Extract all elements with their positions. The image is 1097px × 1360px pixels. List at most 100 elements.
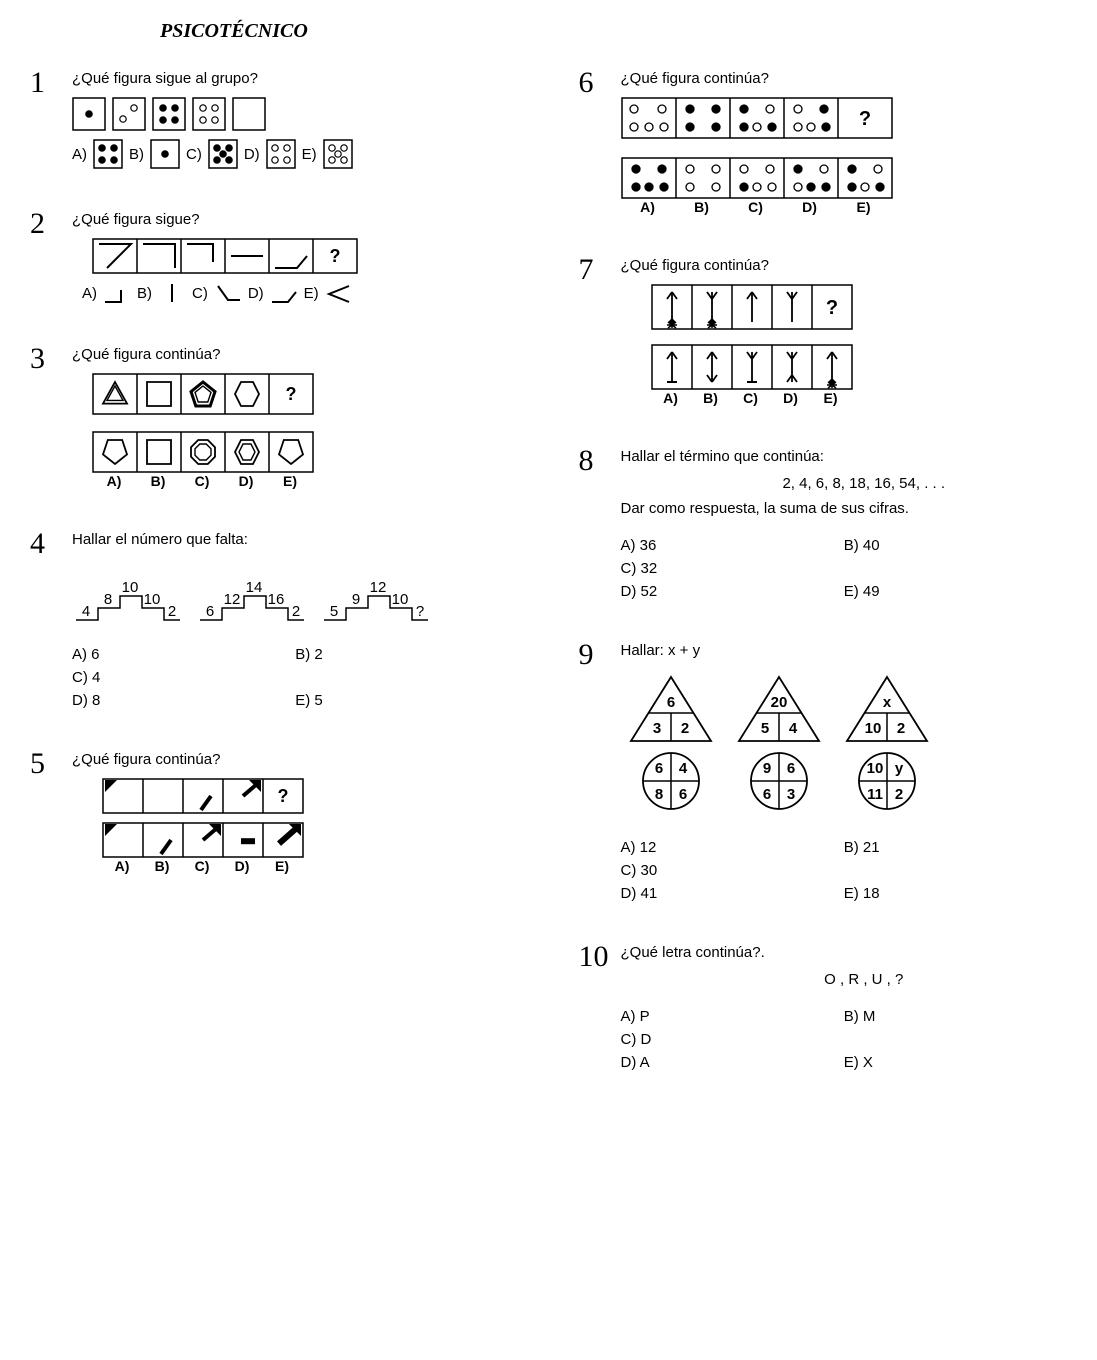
question-body: ¿Qué figura sigue al grupo?A)B)C)D)E) <box>72 68 519 169</box>
option: C) 4 <box>72 669 295 686</box>
left-column: 1¿Qué figura sigue al grupo?A)B)C)D)E)2¿… <box>30 68 519 1111</box>
svg-text:?: ? <box>330 246 341 266</box>
svg-text:11: 11 <box>867 786 883 803</box>
svg-text:9: 9 <box>352 591 360 608</box>
question-body: Hallar el término que continúa: 2, 4, 6, … <box>621 446 1068 600</box>
question-number: 4 <box>30 529 58 709</box>
ladder: 591210? <box>320 562 430 626</box>
question-body: Hallar: x + y632648620549663x10210y112A)… <box>621 640 1068 902</box>
tri-circle-row: 632648620549663x10210y112 <box>621 669 1068 819</box>
svg-text:x: x <box>882 694 891 711</box>
option <box>844 862 1067 879</box>
text-options: A) 6B) 2C) 4D) 8E) 5 <box>72 646 519 709</box>
svg-text:10: 10 <box>866 760 883 777</box>
question-number: 10 <box>579 942 607 1071</box>
question-body: Hallar el número que falta:4810102612141… <box>72 529 519 709</box>
answer-glyph <box>325 282 353 304</box>
right-column: 6¿Qué figura continúa??A)B)C)D)E)7¿Qué f… <box>579 68 1068 1111</box>
option: D) 52 <box>621 583 844 600</box>
question-body: ¿Qué figura continúa??A)B)C)D)E) <box>621 68 1068 215</box>
answer-glyph <box>214 282 242 304</box>
svg-text:6: 6 <box>762 786 770 803</box>
question-body: ¿Qué figura continúa?? A)B)C)D)E) <box>72 749 519 874</box>
question-prompt: ¿Qué letra continúa?. <box>621 944 1068 961</box>
question-prompt: Hallar el término que continúa: <box>621 448 1068 465</box>
option: A) 6 <box>72 646 295 663</box>
option <box>844 1031 1067 1048</box>
option-label: A) <box>72 146 87 163</box>
text-options: A) 12B) 21C) 30D) 41E) 18 <box>621 839 1068 902</box>
answer-block: A)B)C)D)E) <box>92 431 519 489</box>
option-label: A) <box>82 285 97 302</box>
option-label: B) <box>675 199 729 215</box>
answer-box <box>266 139 296 169</box>
question-number: 2 <box>30 209 58 304</box>
svg-text:3: 3 <box>786 786 794 803</box>
option-label: C) <box>729 199 783 215</box>
answer-labels: A)B)C)D)E) <box>92 473 519 489</box>
option: E) X <box>844 1054 1067 1071</box>
svg-text:2: 2 <box>894 786 902 803</box>
ladders-row: 481010261214162591210? <box>72 562 519 626</box>
option: B) 40 <box>844 537 1067 554</box>
option-label: C) <box>192 285 208 302</box>
option: A) 36 <box>621 537 844 554</box>
answer-box <box>208 139 238 169</box>
sequence-box <box>72 97 106 131</box>
ladder: 4810102 <box>72 562 182 626</box>
question-2: 2¿Qué figura sigue??A)B)C)D)E) <box>30 209 519 304</box>
svg-text:?: ? <box>286 384 297 404</box>
svg-text:20: 20 <box>770 694 787 711</box>
svg-text:9: 9 <box>762 760 770 777</box>
question-number: 6 <box>579 68 607 215</box>
option: A) P <box>621 1008 844 1025</box>
answer-box <box>93 139 123 169</box>
option-label: E) <box>302 146 317 163</box>
svg-text:12: 12 <box>224 591 241 608</box>
option: E) 49 <box>844 583 1067 600</box>
svg-text:10: 10 <box>144 591 161 608</box>
question-body: ¿Qué figura continúa?? A)B)C)D)E) <box>72 344 519 489</box>
svg-text:3: 3 <box>652 720 660 737</box>
option: A) 12 <box>621 839 844 856</box>
text-options: A) 36B) 40C) 32 D) 52E) 49 <box>621 537 1068 600</box>
question-number: 5 <box>30 749 58 874</box>
option: C) 32 <box>621 560 844 577</box>
question-number: 8 <box>579 446 607 600</box>
option-label: D) <box>771 390 811 406</box>
question-prompt: ¿Qué figura sigue? <box>72 211 519 228</box>
svg-text:10: 10 <box>392 591 409 608</box>
svg-text:2: 2 <box>292 603 300 620</box>
question-body: ¿Qué figura sigue??A)B)C)D)E) <box>72 209 519 304</box>
option-label: B) <box>137 285 152 302</box>
answer-box <box>150 139 180 169</box>
svg-text:y: y <box>894 760 903 777</box>
question-prompt: ¿Qué figura continúa? <box>72 346 519 363</box>
sequence-text: 2, 4, 6, 8, 18, 16, 54, . . . <box>661 475 1068 492</box>
answers-row: A)B)C)D)E) <box>82 282 519 304</box>
sequence-strip: ? <box>92 238 519 274</box>
svg-text:10: 10 <box>122 579 139 596</box>
option <box>844 560 1067 577</box>
option: C) D <box>621 1031 844 1048</box>
question-number: 1 <box>30 68 58 169</box>
svg-text:6: 6 <box>206 603 214 620</box>
svg-text:6: 6 <box>666 694 674 711</box>
sequence-strip: ? <box>92 373 519 415</box>
question-prompt: ¿Qué figura continúa? <box>72 751 519 768</box>
answer-labels: A)B)C)D)E) <box>621 199 1068 215</box>
sequence-text: O , R , U , ? <box>661 971 1068 988</box>
option-label: A) <box>621 199 675 215</box>
ladder: 61214162 <box>196 562 306 626</box>
answer-labels: A)B)C)D)E) <box>651 390 1068 406</box>
question-4: 4Hallar el número que falta:481010261214… <box>30 529 519 709</box>
answer-box <box>323 139 353 169</box>
question-7: 7¿Qué figura continúa??A)B)C)D)E) <box>579 255 1068 406</box>
tri-circle-group: 20549663 <box>729 669 829 819</box>
answer-strip: A)B)C)D)E) <box>102 822 519 874</box>
answer-glyph <box>270 282 298 304</box>
sequence-strip: ? <box>102 778 519 814</box>
option-label: E) <box>811 390 851 406</box>
answer-labels: A)B)C)D)E) <box>102 858 519 874</box>
question-prompt: ¿Qué figura continúa? <box>621 257 1068 274</box>
